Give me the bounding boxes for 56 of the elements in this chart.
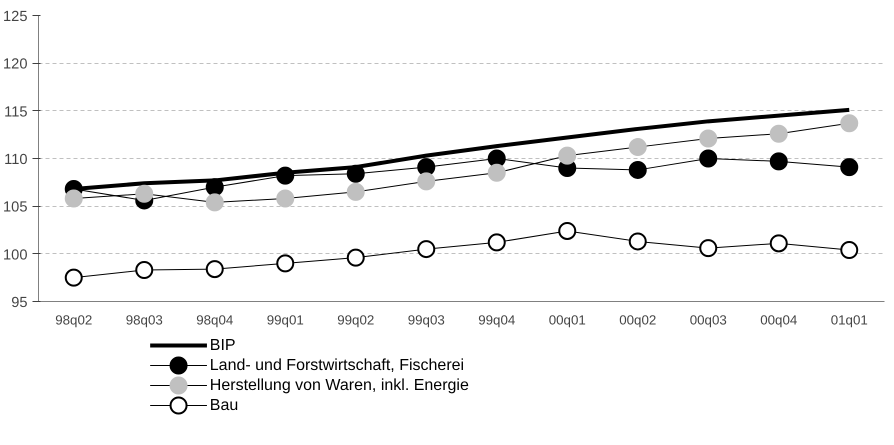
x-tick-label: 99q04 [478, 312, 516, 328]
point [699, 150, 718, 168]
x-tick-label: 98q03 [126, 312, 163, 328]
point [628, 160, 647, 179]
point [64, 190, 83, 208]
x-tick-label: 98q02 [55, 312, 92, 328]
x-tick-label: 99q03 [408, 312, 445, 328]
x-tick-label: 00q02 [619, 312, 656, 328]
point [628, 138, 647, 156]
x-tick-label: 00q04 [760, 312, 798, 328]
legend-label: Bau [210, 397, 238, 414]
point [840, 241, 858, 260]
point [417, 240, 436, 258]
y-tick-label: 120 [3, 56, 28, 73]
x-tick-label: 99q02 [337, 312, 374, 328]
point [135, 184, 154, 203]
point [206, 178, 224, 196]
point [417, 158, 436, 176]
point [770, 152, 788, 170]
point [699, 129, 718, 148]
x-tick-label: 98q04 [196, 312, 234, 328]
y-tick-label: 125 [3, 9, 28, 25]
x-tick-label: 00q03 [690, 312, 727, 328]
point [770, 124, 788, 143]
y-tick-label: 110 [4, 152, 28, 168]
point [628, 232, 647, 250]
point [699, 239, 718, 258]
point [135, 261, 154, 280]
y-tick-label: 105 [3, 200, 28, 216]
point [770, 234, 788, 252]
point [206, 193, 224, 212]
point [346, 248, 365, 267]
point [488, 164, 506, 182]
x-tick-label: 99q01 [266, 312, 304, 328]
y-tick-label: 95 [11, 295, 28, 311]
point [64, 268, 83, 287]
point [346, 182, 365, 201]
y-tick-label: 115 [4, 104, 28, 120]
legend-label: BIP [210, 337, 236, 354]
legend-label: Land- und Forstwirtschaft, Fischerei [210, 357, 464, 374]
point [558, 222, 576, 240]
point [276, 190, 294, 208]
point [276, 166, 294, 185]
point [276, 254, 294, 272]
point [206, 260, 224, 278]
y-tick-label: 100 [3, 247, 28, 264]
point [558, 146, 576, 165]
point [417, 172, 436, 190]
point [346, 164, 365, 183]
point [488, 150, 506, 168]
x-tick-label: 01q01 [830, 312, 868, 328]
point [840, 114, 858, 132]
point [488, 233, 506, 252]
point [840, 158, 858, 176]
x-tick-label: 00q01 [548, 312, 586, 328]
legend-label: Herstellung von Waren, inkl. Energie [210, 377, 469, 394]
